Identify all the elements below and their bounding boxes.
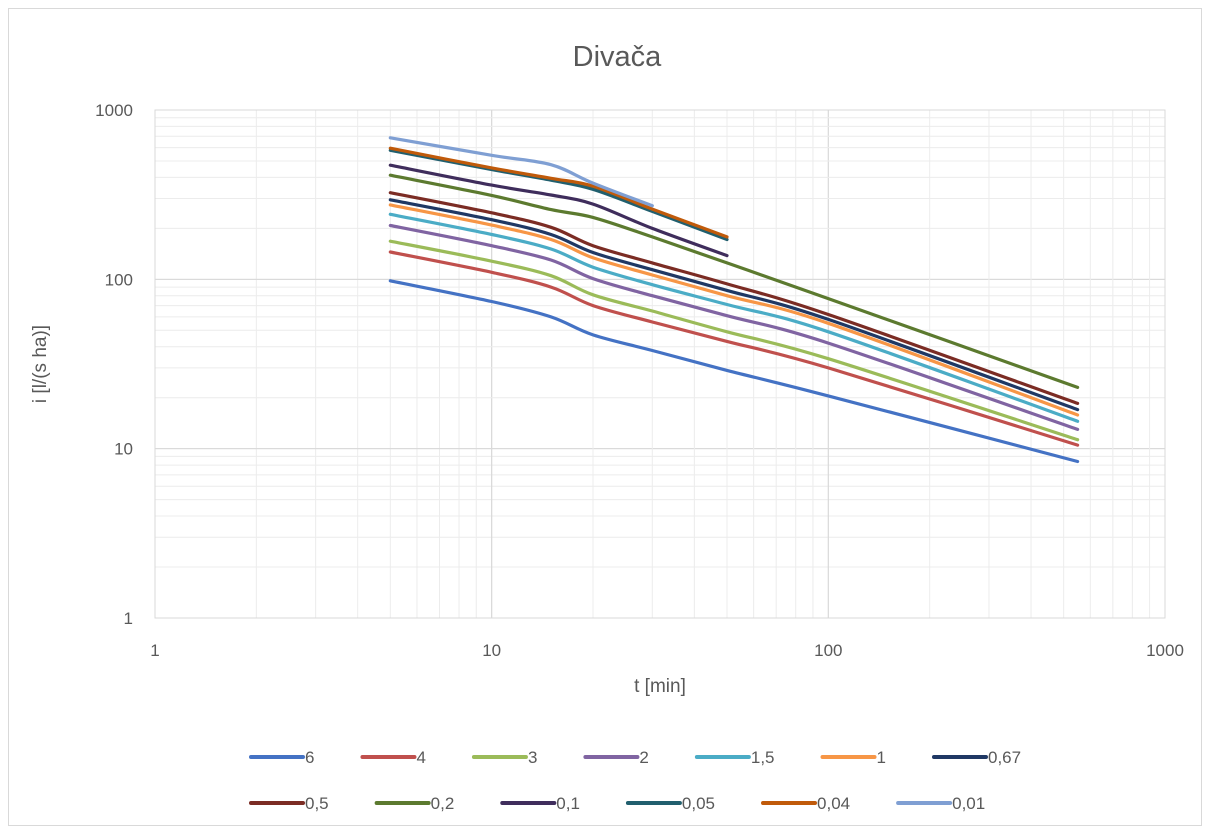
series-line-2 [388, 223, 1080, 431]
plot-area-border [154, 109, 1166, 619]
series-line-0-2 [388, 173, 1080, 389]
legend-label: 4 [416, 748, 425, 767]
series-line-0-5 [388, 191, 1080, 405]
x-tick-label: 10 [482, 641, 501, 660]
series-line-0-01 [388, 136, 654, 208]
series-line-3 [388, 239, 1080, 442]
y-axis-label: i [l/(s ha)] [30, 325, 51, 403]
x-tick-label: 1000 [1146, 641, 1184, 660]
series-line-1 [388, 203, 1080, 417]
series-line-0-67 [388, 198, 1080, 412]
series-line-4 [388, 250, 1080, 447]
legend-label: 0,05 [682, 794, 715, 813]
x-axis-ticks: 1 10 100 1000 [150, 641, 1184, 660]
legend-label: 2 [639, 748, 648, 767]
legend-label: 0,2 [431, 794, 455, 813]
x-tick-label: 100 [814, 641, 842, 660]
legend-label: 6 [305, 748, 314, 767]
y-tick-label: 1000 [95, 101, 133, 120]
legend-label: 0,04 [817, 794, 850, 813]
x-tick-label: 1 [150, 641, 159, 660]
y-tick-label: 10 [114, 440, 133, 459]
series-line-0-05 [388, 148, 729, 242]
chart-title: Divača [573, 41, 663, 73]
legend-label: 0,5 [305, 794, 329, 813]
chart-frame [8, 8, 1202, 826]
legend-label: 3 [528, 748, 537, 767]
series-line-6 [388, 279, 1080, 464]
legend-label: 0,1 [556, 794, 580, 813]
legend-label: 0,01 [952, 794, 985, 813]
legend-label: 1,5 [751, 748, 775, 767]
series-lines [388, 136, 1080, 464]
series-line-1-5 [388, 212, 1080, 423]
y-tick-label: 100 [105, 270, 133, 289]
series-line-0-04 [388, 146, 729, 239]
series-line-0-1 [388, 163, 729, 258]
y-axis-ticks: 1 10 100 1000 [95, 101, 133, 628]
y-tick-label: 1 [124, 609, 133, 628]
legend-label: 0,67 [988, 748, 1021, 767]
legend-label: 1 [877, 748, 886, 767]
x-axis-label: t [min] [634, 676, 686, 697]
legend: 6 4 3 2 1,5 1 0,67 0,5 0,2 0,1 0,05 0,04 0,01 [249, 748, 1021, 813]
